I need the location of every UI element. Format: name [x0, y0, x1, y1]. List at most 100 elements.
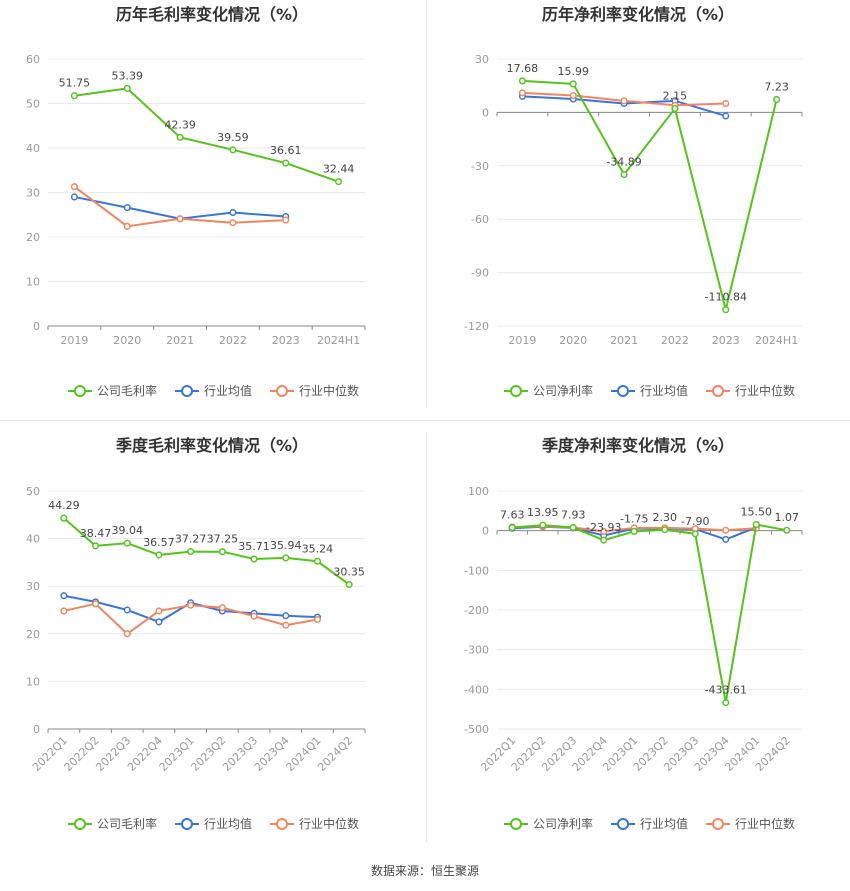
- data-point-company: [600, 536, 608, 544]
- legend-label: 行业中位数: [735, 383, 795, 398]
- data-point-industry_median: [569, 91, 577, 100]
- y-tick-label: 50: [26, 485, 40, 498]
- data-point-industry_median: [123, 630, 131, 638]
- data-label: 15.99: [558, 65, 590, 78]
- data-point-industry_median: [722, 99, 730, 108]
- y-tick-label: 0: [482, 525, 489, 538]
- data-point-industry_median: [620, 97, 628, 105]
- data-point-company: [123, 539, 131, 547]
- y-tick-label: -500: [464, 723, 489, 736]
- data-point-industry_avg: [123, 204, 131, 212]
- data-point-company: [752, 520, 760, 529]
- legend-label: 行业中位数: [299, 816, 359, 831]
- legend-label: 行业均值: [640, 383, 688, 398]
- data-point-industry_median: [218, 604, 226, 612]
- legend-label: 行业中位数: [299, 383, 359, 398]
- legend-marker-company: [510, 818, 522, 830]
- data-point-company: [661, 526, 669, 534]
- data-label: 42.39: [164, 118, 196, 131]
- data-point-company: [155, 551, 163, 559]
- data-point-industry_median: [60, 607, 68, 615]
- data-label: 15.50: [741, 506, 773, 519]
- data-label: 38.47: [80, 527, 112, 540]
- data-label: 30.35: [333, 566, 365, 579]
- legend-label: 公司毛利率: [97, 816, 157, 831]
- x-tick-label: 2023: [272, 334, 300, 347]
- data-point-industry_median: [722, 526, 730, 534]
- y-tick-label: -90: [471, 267, 489, 280]
- data-point-company: [569, 80, 577, 88]
- vertical-divider-lower: [426, 432, 427, 842]
- chart-panel-3: 季度毛利率变化情况（%）010203040502022Q12022Q22022Q…: [26, 436, 366, 831]
- chart-panel-1: 历年毛利率变化情况（%） 0 10 20 30 40 50 60 2019 2020 2021 202…: [26, 5, 366, 398]
- y-tick-label: 20: [26, 628, 40, 641]
- y-tick-label: -30: [471, 160, 489, 173]
- data-point-company: [508, 524, 516, 532]
- data-point-company: [722, 306, 730, 314]
- legend-label: 公司毛利率: [97, 383, 157, 398]
- y-tick-label: -400: [464, 683, 489, 696]
- legend-marker-company: [74, 385, 86, 397]
- y-tick-label: -60: [471, 213, 489, 226]
- data-point-industry_avg: [155, 618, 163, 626]
- legend-label: 行业均值: [640, 816, 688, 831]
- data-label: 35.24: [302, 542, 334, 555]
- chart-title: 季度净利率变化情况（%）: [541, 436, 734, 455]
- data-point-company: [176, 133, 184, 141]
- chart-title: 历年净利率变化情况（%）: [542, 5, 734, 24]
- data-label: 39.04: [112, 524, 144, 537]
- data-point-company: [671, 105, 679, 113]
- data-label: 35.71: [238, 540, 270, 553]
- y-tick-label: 100: [468, 485, 489, 498]
- data-point-company: [335, 178, 343, 186]
- series-line-company: [512, 523, 787, 703]
- x-tick-label: 2020: [559, 334, 587, 347]
- x-tick-label: 2022: [661, 334, 689, 347]
- legend-marker-industry_median: [276, 818, 288, 830]
- source-note: 数据来源：恒生聚源: [370, 864, 479, 878]
- x-tick-label: 2024H1: [317, 334, 360, 347]
- data-point-industry_median: [600, 527, 608, 536]
- data-point-industry_avg: [60, 592, 68, 600]
- legend-marker-industry_avg: [181, 385, 193, 397]
- x-tick-label: 2021: [166, 334, 194, 347]
- data-point-industry_median: [282, 621, 290, 629]
- legend-marker-industry_avg: [617, 385, 629, 397]
- data-label: -433.61: [705, 684, 747, 697]
- data-point-company: [187, 548, 195, 556]
- y-tick-label: 20: [26, 231, 40, 244]
- data-label: 44.29: [48, 499, 80, 512]
- horizontal-divider: [0, 420, 850, 421]
- data-label: -23.93: [586, 521, 621, 534]
- x-tick-label: 2021: [610, 334, 638, 347]
- data-point-industry_avg: [70, 193, 78, 201]
- legend-label: 公司净利率: [533, 816, 593, 831]
- series-line-company: [74, 87, 339, 183]
- data-point-company: [691, 530, 699, 538]
- data-label: 32.44: [323, 163, 355, 176]
- chart-panel-2: 历年净利率变化情况（%） -120 -90 -60 -30 0 30 2019 2020 2021…: [464, 5, 803, 398]
- data-label: 51.75: [59, 77, 91, 90]
- chart-title: 季度毛利率变化情况（%）: [115, 436, 308, 455]
- data-point-industry_median: [123, 222, 131, 230]
- data-label: 37.27: [175, 533, 207, 546]
- data-label: 13.95: [527, 506, 559, 519]
- legend-marker-industry_median: [276, 385, 288, 397]
- data-point-company: [250, 555, 258, 563]
- series-line-company: [63, 517, 350, 586]
- data-point-industry_median: [518, 89, 526, 97]
- legend-marker-company: [510, 385, 522, 397]
- data-point-industry_median: [313, 615, 322, 624]
- data-label: 37.25: [207, 533, 239, 546]
- x-tick-label: 2024Q2: [315, 734, 355, 774]
- data-point-industry_avg: [722, 535, 730, 543]
- data-point-industry_avg: [229, 208, 237, 217]
- y-tick-label: 60: [26, 53, 40, 66]
- y-tick-label: 40: [26, 142, 40, 155]
- data-point-company: [123, 84, 131, 92]
- x-tick-label: 2024H1: [755, 334, 798, 347]
- y-tick-label: 30: [26, 187, 40, 200]
- y-tick-label: 40: [26, 533, 40, 546]
- data-point-industry_median: [92, 600, 100, 608]
